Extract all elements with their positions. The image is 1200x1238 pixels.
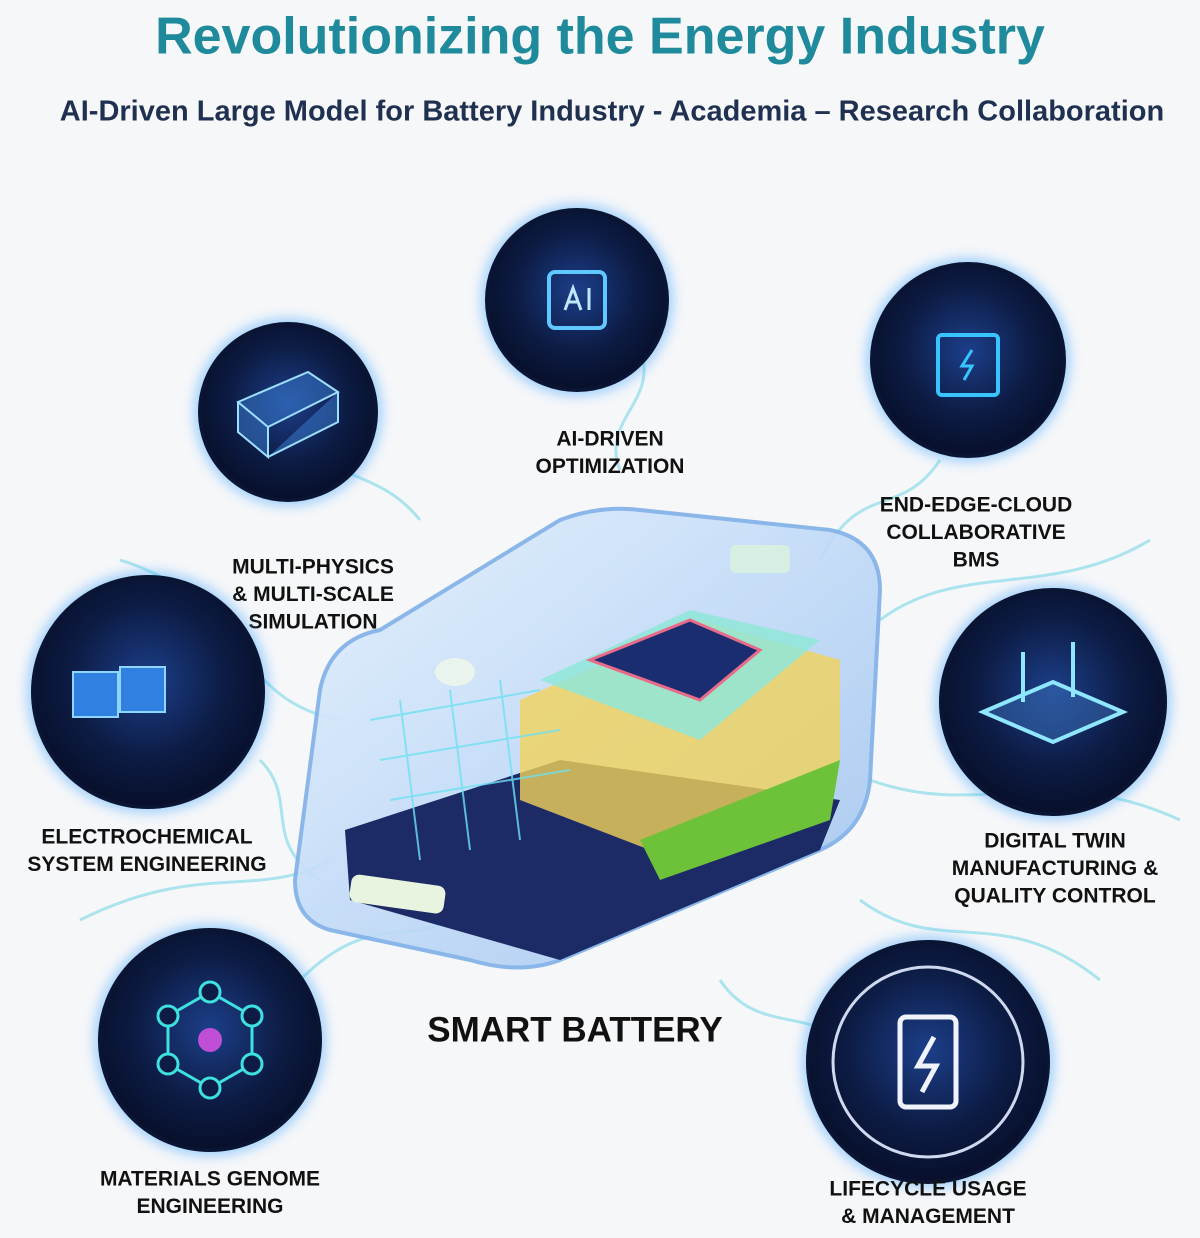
node: END-EDGE-CLOUD COLLABORATIVE BMS xyxy=(866,258,1072,572)
icon xyxy=(563,283,591,311)
node-label: ENGINEERING xyxy=(136,1195,283,1218)
icon xyxy=(240,1052,264,1076)
node-label: LIFECYCLE USAGE xyxy=(829,1178,1026,1201)
node-label: MANUFACTURING & xyxy=(952,857,1158,880)
nodes: AI-DRIVEN OPTIMIZATION MULTI-PHYSICS & MULT… xyxy=(27,204,1171,1228)
node-circle xyxy=(806,940,1050,1184)
icon xyxy=(977,642,1129,745)
node-circle xyxy=(870,262,1066,458)
node-label: SIMULATION xyxy=(248,611,377,634)
node-label: DIGITAL TWIN xyxy=(984,830,1126,853)
node-label: ELECTROCHEMICAL xyxy=(41,826,252,849)
icon xyxy=(959,349,975,381)
icon xyxy=(240,1004,264,1028)
node: MATERIALS GENOME ENGINEERING xyxy=(94,924,326,1218)
center-label: SMART BATTERY xyxy=(427,1010,723,1049)
icon xyxy=(831,965,1025,1159)
node-label: AI-DRIVEN xyxy=(556,428,663,451)
node-label: MATERIALS GENOME xyxy=(100,1168,320,1191)
icon xyxy=(198,1028,222,1052)
icon xyxy=(156,1004,180,1028)
node-label: & MANAGEMENT xyxy=(841,1205,1015,1228)
icon xyxy=(897,1014,959,1110)
icon xyxy=(198,980,222,1004)
icon xyxy=(198,1076,222,1100)
node-label: QUALITY CONTROL xyxy=(954,885,1156,908)
node-label: COLLABORATIVE xyxy=(886,521,1065,544)
node-label: END-EDGE-CLOUD xyxy=(880,494,1073,517)
node-label: OPTIMIZATION xyxy=(536,455,685,478)
node: MULTI-PHYSICS & MULTI-SCALE SIMULATION xyxy=(194,318,394,634)
icon xyxy=(936,333,1000,397)
node-label: SYSTEM ENGINEERING xyxy=(27,853,266,876)
node: DIGITAL TWIN MANUFACTURING & QUALITY CONTR… xyxy=(935,584,1171,908)
node-label: MULTI-PHYSICS xyxy=(232,556,394,579)
icon xyxy=(236,370,340,460)
node-label: & MULTI-SCALE xyxy=(232,583,394,606)
icon xyxy=(72,671,119,718)
node-label: BMS xyxy=(953,549,1000,572)
subtitle: AI-Driven Large Model for Battery Indust… xyxy=(60,96,1164,128)
icon xyxy=(547,270,607,330)
icon xyxy=(913,1035,941,1094)
icon xyxy=(156,1052,180,1076)
title: Revolutionizing the Energy Industry xyxy=(155,8,1045,66)
node: ELECTROCHEMICAL SYSTEM ENGINEERING xyxy=(27,571,269,876)
node: AI-DRIVEN OPTIMIZATION xyxy=(481,204,684,478)
icon xyxy=(119,666,166,713)
battery xyxy=(292,506,883,970)
node: LIFECYCLE USAGE & MANAGEMENT xyxy=(802,936,1054,1228)
